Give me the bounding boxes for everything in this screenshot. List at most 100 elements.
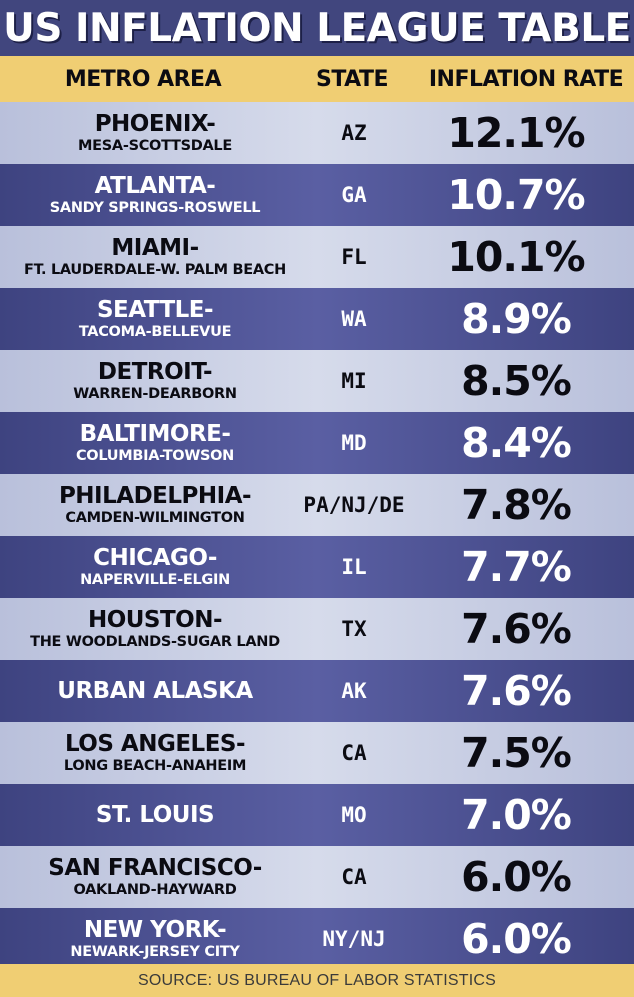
metro-name: SEATTLE- xyxy=(96,297,214,323)
metro-cell: BALTIMORE- COLUMBIA-TOWSON xyxy=(0,421,310,465)
inflation-rate-value: 8.4% xyxy=(461,419,572,467)
state-code: MO xyxy=(341,803,367,827)
metro-name: LOS ANGELES- xyxy=(64,731,246,757)
metro-cell: CHICAGO- NAPERVILLE-ELGIN xyxy=(0,545,310,589)
rate-cell: 8.9% xyxy=(398,295,634,343)
table-row: DETROIT- WARREN-DEARBORN MI 8.5% xyxy=(0,350,634,412)
inflation-rate-value: 6.0% xyxy=(461,915,572,963)
metro-subareas: FT. LAUDERDALE-W. PALM BEACH xyxy=(24,262,286,278)
state-code: WA xyxy=(341,307,367,331)
state-code: FL xyxy=(341,245,367,269)
state-cell: MO xyxy=(310,803,398,827)
state-code: NY/NJ xyxy=(322,927,386,951)
metro-name: ST. LOUIS xyxy=(95,802,215,828)
state-cell: GA xyxy=(310,183,398,207)
metro-cell: ATLANTA- SANDY SPRINGS-ROSWELL xyxy=(0,173,310,217)
metro-subareas: COLUMBIA-TOWSON xyxy=(75,448,235,464)
metro-subareas: THE WOODLANDS-SUGAR LAND xyxy=(30,634,280,650)
metro-cell: SAN FRANCISCO- OAKLAND-HAYWARD xyxy=(0,855,310,899)
rate-cell: 7.6% xyxy=(398,667,634,715)
metro-subareas: OAKLAND-HAYWARD xyxy=(73,882,237,898)
state-cell: PA/NJ/DE xyxy=(303,493,404,517)
table-header: METRO AREA STATE INFLATION RATE xyxy=(0,56,634,102)
metro-name: NEW YORK- xyxy=(83,917,227,943)
metro-cell: URBAN ALASKA xyxy=(0,678,310,704)
metro-cell: DETROIT- WARREN-DEARBORN xyxy=(0,359,310,403)
header-metro-area: METRO AREA xyxy=(64,66,222,92)
table-row: ATLANTA- SANDY SPRINGS-ROSWELL GA 10.7% xyxy=(0,164,634,226)
state-code: TX xyxy=(341,617,367,641)
metro-cell: HOUSTON- THE WOODLANDS-SUGAR LAND xyxy=(0,607,310,651)
table-row: LOS ANGELES- LONG BEACH-ANAHEIM CA 7.5% xyxy=(0,722,634,784)
state-code: AZ xyxy=(341,121,367,145)
table-row: BALTIMORE- COLUMBIA-TOWSON MD 8.4% xyxy=(0,412,634,474)
table-row: SEATTLE- TACOMA-BELLEVUE WA 8.9% xyxy=(0,288,634,350)
metro-cell: SEATTLE- TACOMA-BELLEVUE xyxy=(0,297,310,341)
metro-cell: PHILADELPHIA- CAMDEN-WILMINGTON xyxy=(0,483,310,527)
state-cell: NY/NJ xyxy=(310,927,398,951)
state-cell: FL xyxy=(310,245,398,269)
rate-cell: 10.1% xyxy=(398,233,634,281)
metro-name: MIAMI- xyxy=(111,235,199,261)
state-cell: AK xyxy=(310,679,398,703)
inflation-rate-value: 7.6% xyxy=(461,605,572,653)
metro-subareas: LONG BEACH-ANAHEIM xyxy=(63,758,247,774)
rate-cell: 10.7% xyxy=(398,171,634,219)
inflation-rate-value: 6.0% xyxy=(461,853,572,901)
state-code: MD xyxy=(341,431,367,455)
table-row: ST. LOUIS MO 7.0% xyxy=(0,784,634,846)
state-cell: IL xyxy=(310,555,398,579)
table-row: HOUSTON- THE WOODLANDS-SUGAR LAND TX 7.6% xyxy=(0,598,634,660)
source-footer: SOURCE: US BUREAU OF LABOR STATISTICS xyxy=(0,964,634,997)
table-row: MIAMI- FT. LAUDERDALE-W. PALM BEACH FL 10.1… xyxy=(0,226,634,288)
state-cell: AZ xyxy=(310,121,398,145)
state-code: MI xyxy=(341,369,367,393)
state-cell: MI xyxy=(310,369,398,393)
metro-cell: MIAMI- FT. LAUDERDALE-W. PALM BEACH xyxy=(0,235,310,279)
rate-cell: 6.0% xyxy=(398,853,634,901)
metro-subareas: CAMDEN-WILMINGTON xyxy=(65,510,245,526)
page-title: US INFLATION LEAGUE TABLE xyxy=(3,5,631,51)
rate-cell: 12.1% xyxy=(398,109,634,157)
table-row: PHILADELPHIA- CAMDEN-WILMINGTON PA/NJ/DE 7.… xyxy=(0,474,634,536)
inflation-rate-value: 7.0% xyxy=(461,791,572,839)
metro-subareas: WARREN-DEARBORN xyxy=(73,386,237,402)
inflation-rate-value: 12.1% xyxy=(447,109,585,157)
state-code: AK xyxy=(341,679,367,703)
header-inflation-rate: INFLATION RATE xyxy=(428,66,624,92)
metro-name: PHILADELPHIA- xyxy=(58,483,252,509)
source-text: SOURCE: US BUREAU OF LABOR STATISTICS xyxy=(138,971,496,989)
inflation-rate-value: 8.5% xyxy=(461,357,572,405)
inflation-rate-value: 7.5% xyxy=(461,729,572,777)
metro-name: DETROIT- xyxy=(97,359,213,385)
inflation-rate-value: 10.7% xyxy=(447,171,585,219)
rate-cell: 8.4% xyxy=(398,419,634,467)
metro-subareas: MESA-SCOTTSDALE xyxy=(78,138,232,154)
inflation-rate-value: 7.6% xyxy=(461,667,572,715)
state-cell: CA xyxy=(310,741,398,765)
rate-cell: 7.8% xyxy=(398,481,634,529)
metro-name: HOUSTON- xyxy=(87,607,223,633)
table-row: PHOENIX- MESA-SCOTTSDALE AZ 12.1% xyxy=(0,102,634,164)
metro-cell: NEW YORK- NEWARK-JERSEY CITY xyxy=(0,917,310,961)
metro-subareas: NAPERVILLE-ELGIN xyxy=(80,572,230,588)
header-state: STATE xyxy=(316,66,389,92)
rate-cell: 7.6% xyxy=(398,605,634,653)
rate-cell: 6.0% xyxy=(398,915,634,963)
metro-cell: LOS ANGELES- LONG BEACH-ANAHEIM xyxy=(0,731,310,775)
metro-cell: PHOENIX- MESA-SCOTTSDALE xyxy=(0,111,310,155)
table-row: URBAN ALASKA AK 7.6% xyxy=(0,660,634,722)
inflation-rate-value: 10.1% xyxy=(447,233,585,281)
rate-cell: 7.5% xyxy=(398,729,634,777)
rate-cell: 7.7% xyxy=(398,543,634,591)
state-code: PA/NJ/DE xyxy=(303,493,405,517)
rate-cell: 7.0% xyxy=(398,791,634,839)
state-cell: TX xyxy=(310,617,398,641)
metro-name: PHOENIX- xyxy=(94,111,216,137)
metro-name: CHICAGO- xyxy=(93,545,217,571)
table-row: NEW YORK- NEWARK-JERSEY CITY NY/NJ 6.0% xyxy=(0,908,634,970)
table-row: SAN FRANCISCO- OAKLAND-HAYWARD CA 6.0% xyxy=(0,846,634,908)
inflation-rate-value: 8.9% xyxy=(461,295,572,343)
inflation-rate-value: 7.7% xyxy=(461,543,572,591)
